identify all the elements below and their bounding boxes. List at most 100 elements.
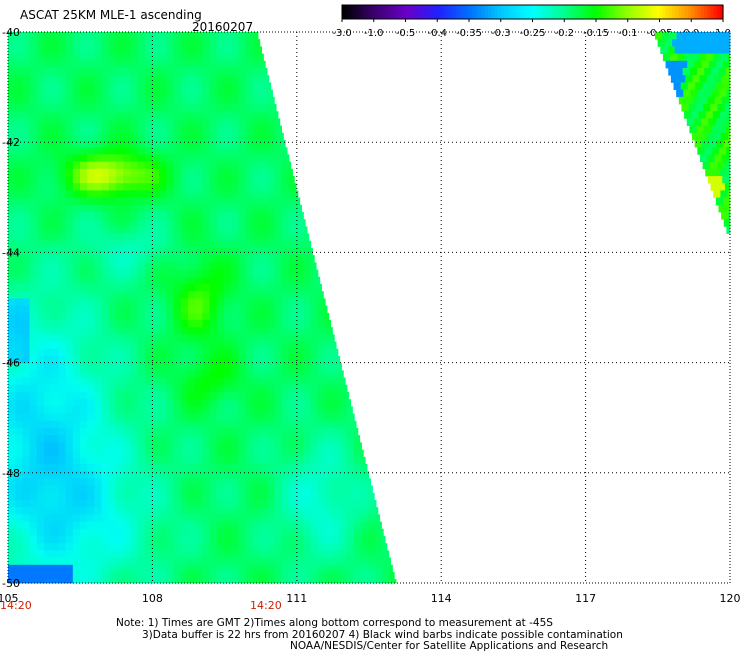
swath-cell — [289, 284, 297, 292]
swath-cell — [289, 406, 297, 414]
swath-cell — [310, 421, 318, 429]
swath-cell — [102, 306, 110, 314]
swath-cell — [159, 32, 167, 40]
swath-cell — [174, 579, 182, 583]
swath-cell — [224, 363, 232, 371]
swath-cell — [51, 514, 59, 522]
swath-cell — [217, 162, 225, 170]
swath-cell — [361, 522, 369, 530]
swath-cell — [30, 414, 38, 422]
swath-cell — [289, 543, 297, 551]
swath-cell — [166, 572, 174, 580]
swath-cell — [346, 486, 354, 494]
swath-cell — [310, 255, 314, 263]
swath-cell — [368, 550, 376, 558]
swath-cell — [274, 104, 276, 112]
swath-cell — [253, 284, 261, 292]
swath-cell — [195, 363, 203, 371]
swath-cell — [8, 284, 16, 292]
swath-cell — [681, 104, 689, 112]
swath-cell — [174, 558, 182, 566]
swath-cell — [188, 327, 196, 335]
swath-cell — [231, 320, 239, 328]
swath-cell — [696, 104, 704, 112]
swath-cell — [238, 104, 246, 112]
swath-cell — [188, 61, 196, 69]
swath-cell — [94, 342, 102, 350]
swath-cell — [138, 428, 146, 436]
swath-cell — [224, 212, 232, 220]
swath-cell — [145, 349, 153, 357]
swath-cell — [260, 327, 268, 335]
swath-cell — [166, 248, 174, 256]
swath-cell — [87, 291, 95, 299]
swath-cell — [303, 457, 311, 465]
swath-cell — [22, 392, 30, 400]
swath-cell — [22, 90, 30, 98]
swath-cell — [274, 522, 282, 530]
swath-cell — [238, 291, 246, 299]
swath-cell — [224, 471, 232, 479]
swath-cell — [58, 522, 66, 530]
swath-cell — [37, 536, 45, 544]
swath-cell — [224, 111, 232, 119]
swath-cell — [231, 118, 239, 126]
lon-tick-label: 111 — [286, 592, 307, 605]
swath-cell — [123, 349, 131, 357]
swath-cell — [37, 248, 45, 256]
swath-cell — [246, 334, 254, 342]
swath-cell — [282, 522, 290, 530]
swath-cell — [123, 234, 131, 242]
swath-cell — [123, 212, 131, 220]
swath-cell — [224, 385, 232, 393]
swath-cell — [30, 61, 38, 69]
swath-cell — [253, 306, 261, 314]
swath-cell — [15, 550, 23, 558]
swath-cell — [152, 262, 160, 270]
swath-cell — [22, 457, 30, 465]
swath-cell — [217, 226, 225, 234]
swath-cell — [73, 363, 81, 371]
swath-cell — [375, 572, 383, 580]
swath-cell — [44, 270, 52, 278]
swath-cell — [231, 334, 239, 342]
swath-cell — [686, 97, 694, 105]
swath-cell — [202, 234, 210, 242]
swath-cell — [94, 111, 102, 119]
swath-cell — [22, 543, 30, 551]
swath-cell — [87, 75, 95, 83]
swath-cell — [188, 270, 196, 278]
swath-cell — [116, 126, 124, 134]
swath-cell — [159, 370, 167, 378]
swath-cell — [260, 111, 268, 119]
swath-cell — [660, 46, 668, 54]
swath-cell — [87, 226, 95, 234]
swath-cell — [354, 558, 362, 566]
swath-cell — [217, 421, 225, 429]
swath-cell — [138, 450, 146, 458]
swath-cell — [253, 406, 261, 414]
swath-cell — [8, 176, 16, 184]
swath-cell — [267, 126, 275, 134]
swath-cell — [303, 363, 311, 371]
swath-cell — [51, 529, 59, 537]
swath-cell — [51, 435, 59, 443]
swath-cell — [253, 536, 261, 544]
swath-cell — [691, 90, 699, 98]
swath-cell — [73, 507, 81, 515]
swath-cell — [8, 46, 16, 54]
swath-cell — [202, 61, 210, 69]
swath-cell — [274, 298, 282, 306]
swath-cell — [130, 385, 138, 393]
swath-cell — [15, 507, 23, 515]
swath-cell — [238, 255, 246, 263]
swath-cell — [224, 399, 232, 407]
swath-cell — [159, 212, 167, 220]
swath-cell — [94, 205, 102, 213]
swath-cell — [217, 406, 225, 414]
swath-cell — [152, 39, 160, 47]
swath-cell — [130, 363, 138, 371]
swath-cell — [224, 219, 232, 227]
swath-cell — [145, 234, 153, 242]
swath-cell — [159, 478, 167, 486]
